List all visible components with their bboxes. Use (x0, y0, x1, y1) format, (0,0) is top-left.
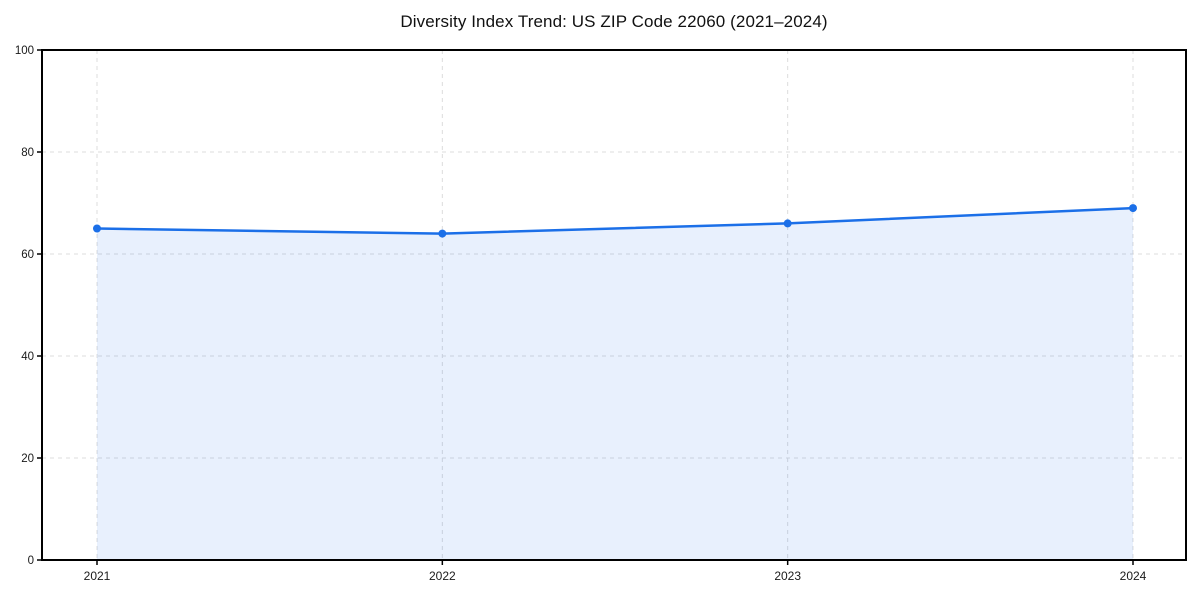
x-tick-label: 2021 (84, 569, 111, 583)
data-point (783, 219, 792, 228)
data-point (93, 224, 101, 233)
y-tick-label: 20 (21, 453, 34, 465)
chart-title: Diversity Index Trend: US ZIP Code 22060… (400, 12, 828, 31)
x-tick-label: 2022 (429, 569, 456, 583)
data-point (438, 229, 447, 238)
x-tick-label: 2023 (774, 569, 801, 583)
y-tick-label: 40 (21, 351, 34, 363)
trend-line (95, 206, 1135, 235)
axis-spines (41, 49, 1187, 561)
y-tick-label: 80 (21, 147, 34, 159)
y-tick-label: 100 (15, 45, 34, 57)
area-fill (97, 208, 1133, 560)
y-tick-label: 60 (21, 249, 34, 261)
y-tick-label: 0 (28, 555, 34, 567)
x-tick-label: 2024 (1120, 569, 1147, 583)
data-point (1129, 204, 1137, 213)
